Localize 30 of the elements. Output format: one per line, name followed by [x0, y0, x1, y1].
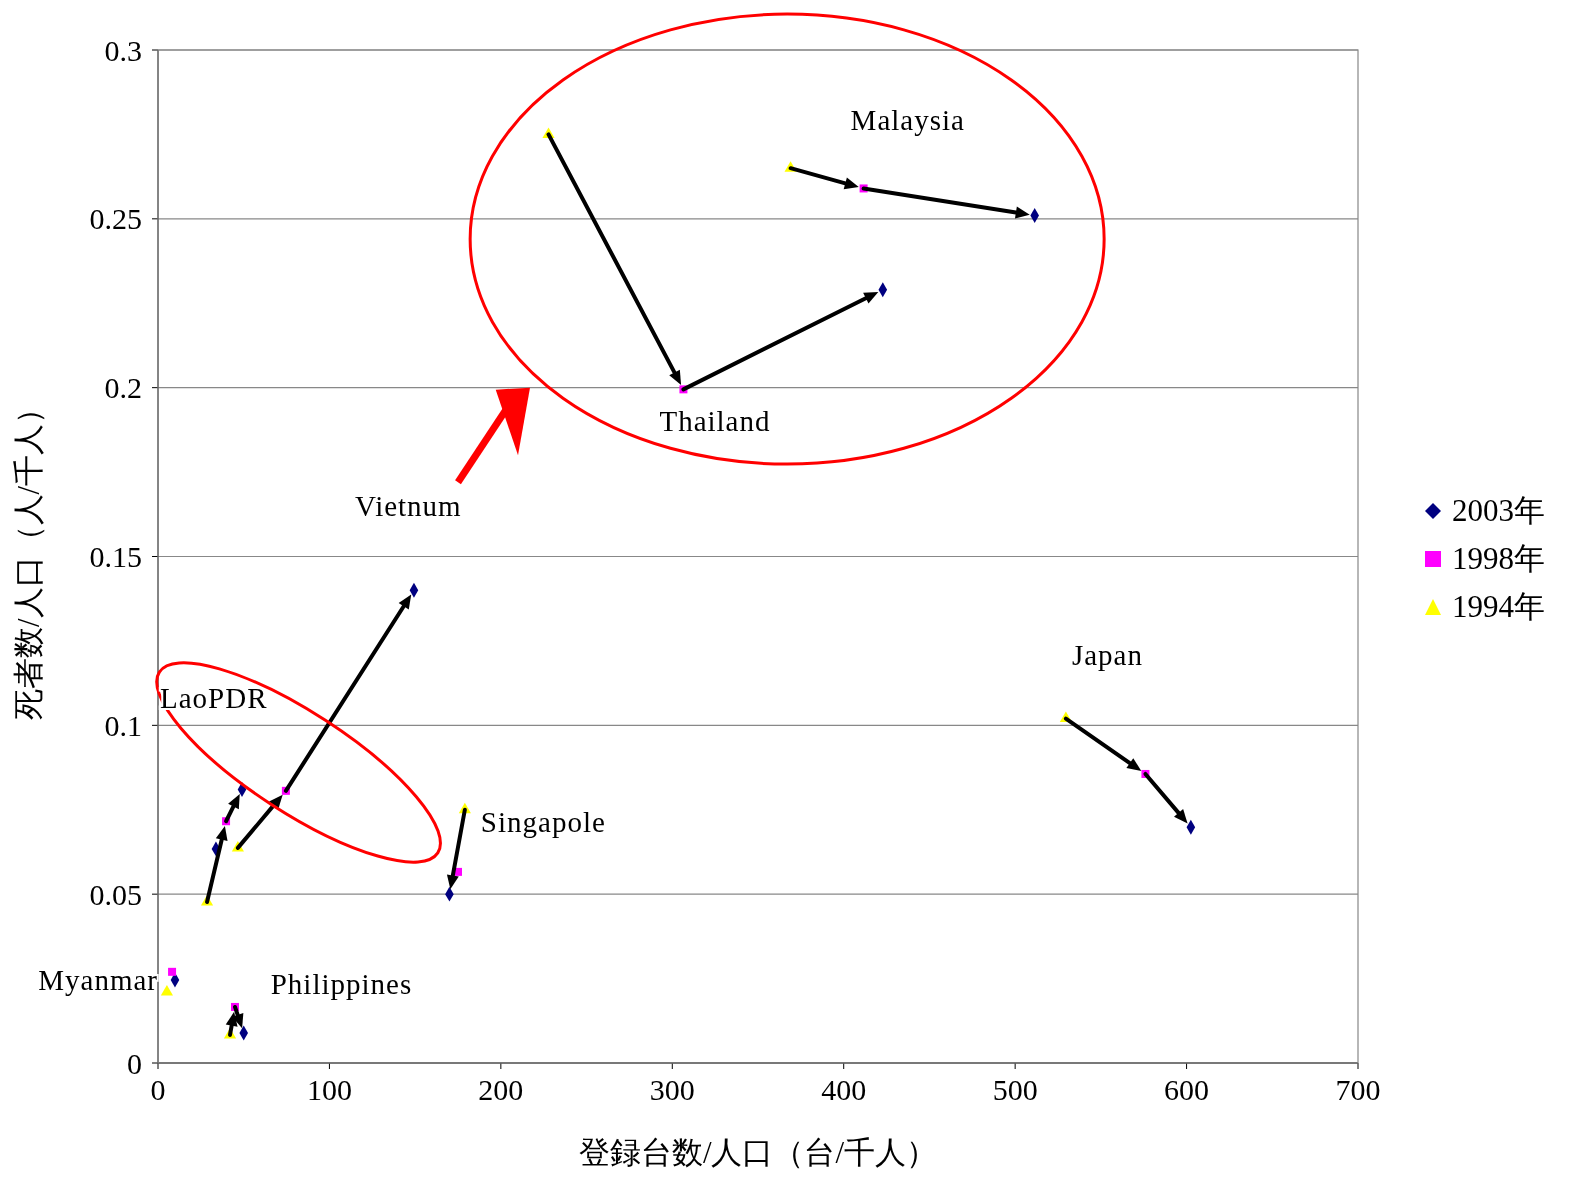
legend-label: 2003年 [1452, 491, 1545, 530]
y-tick-label: 0 [127, 1046, 142, 1080]
point [168, 967, 177, 976]
annotation: Philippines [270, 967, 413, 1000]
annotation: Thailand [659, 405, 771, 438]
x-tick-label: 300 [649, 1073, 695, 1107]
annotation: Vietnum [354, 490, 462, 523]
x-tick-label: 500 [992, 1073, 1038, 1107]
y-tick-label: 0.1 [104, 708, 142, 742]
y-tick-label: 0.3 [104, 33, 142, 67]
y-tick-label: 0.05 [89, 877, 142, 911]
annotation: Myanmar [38, 963, 158, 996]
legend-label: 1998年 [1452, 539, 1545, 578]
annotation: Japan [1071, 638, 1143, 671]
y-axis-title: 死者数/人口（人/千人） [11, 392, 47, 721]
annotation: Malaysia [850, 104, 965, 137]
x-tick-label: 0 [150, 1073, 166, 1107]
x-tick-label: 100 [306, 1073, 352, 1107]
x-tick-label: 200 [478, 1073, 524, 1107]
x-axis-title: 登録台数/人口（台/千人） [578, 1135, 938, 1170]
x-tick-label: 700 [1335, 1073, 1381, 1107]
y-tick-label: 0.15 [89, 540, 142, 574]
y-tick-label: 0.2 [104, 371, 142, 405]
annotation: Singapole [480, 805, 606, 838]
x-tick-label: 400 [821, 1073, 867, 1107]
legend-label: 1994年 [1452, 587, 1545, 626]
point [160, 985, 173, 996]
x-tick-label: 600 [1164, 1073, 1210, 1107]
annotation: LaoPDR [160, 682, 268, 715]
y-tick-label: 0.25 [89, 202, 142, 236]
